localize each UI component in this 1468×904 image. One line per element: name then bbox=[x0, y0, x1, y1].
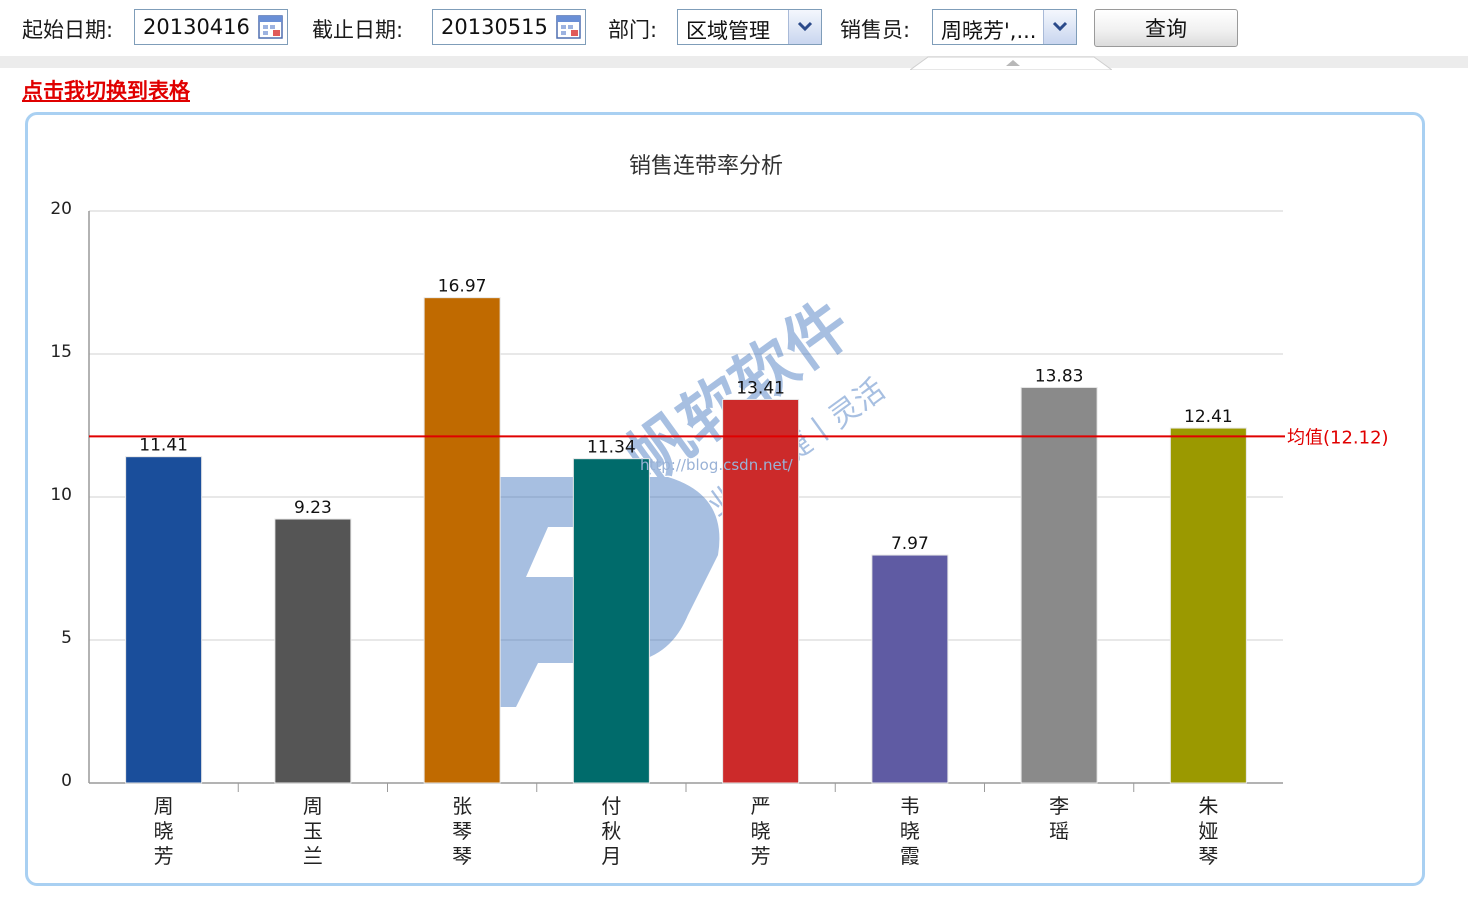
bar bbox=[1020, 386, 1098, 784]
average-line-label: 均值(12.12) bbox=[1287, 427, 1389, 448]
bar-value-label: 11.34 bbox=[587, 438, 636, 458]
bar bbox=[1169, 427, 1247, 784]
y-tick-label: 20 bbox=[50, 199, 72, 219]
query-button[interactable]: 查询 bbox=[1094, 9, 1238, 47]
x-tick-label: 李瑶 bbox=[1049, 794, 1069, 843]
bar-value-label: 13.83 bbox=[1035, 366, 1084, 386]
chart-title: 销售连带率分析 bbox=[629, 154, 783, 179]
collapse-arrow-icon bbox=[1006, 60, 1020, 66]
bar bbox=[423, 297, 501, 784]
bar bbox=[274, 518, 352, 784]
bar bbox=[722, 398, 800, 784]
chevron-down-icon bbox=[797, 21, 813, 32]
watermark-url: http://blog.csdn.net/ bbox=[640, 456, 794, 474]
bar-value-label: 13.41 bbox=[736, 378, 785, 398]
bar-value-label: 12.41 bbox=[1184, 407, 1233, 427]
bar bbox=[572, 458, 650, 784]
chart-panel: 销售连带率分析05101520帆软软件专业丨简捷丨灵活11.41周晓芳9.23周… bbox=[25, 112, 1425, 886]
toolbar-divider bbox=[0, 56, 1468, 68]
department-dropdown-button[interactable] bbox=[788, 10, 821, 44]
calendar-icon[interactable] bbox=[258, 13, 284, 41]
x-tick-label: 严晓芳 bbox=[751, 794, 771, 868]
y-tick-label: 5 bbox=[61, 628, 72, 648]
start-date-value: 20130416 bbox=[143, 15, 250, 39]
salesperson-value: 周晓芳',... bbox=[941, 19, 1037, 43]
x-tick-label: 付秋月 bbox=[601, 794, 621, 868]
x-tick-label: 韦晓霞 bbox=[900, 794, 920, 868]
switch-to-table-link[interactable]: 点击我切换到表格 bbox=[22, 79, 190, 103]
salesperson-dropdown-button[interactable] bbox=[1043, 10, 1076, 44]
y-tick-label: 0 bbox=[61, 771, 72, 791]
end-date-value: 20130515 bbox=[441, 15, 548, 39]
bar-value-label: 11.41 bbox=[139, 436, 188, 456]
end-date-label: 截止日期: bbox=[312, 18, 404, 42]
y-tick-label: 10 bbox=[50, 485, 72, 505]
bar-chart: 销售连带率分析05101520帆软软件专业丨简捷丨灵活11.41周晓芳9.23周… bbox=[50, 154, 1389, 868]
end-date-input[interactable]: 20130515 bbox=[432, 9, 586, 45]
x-tick-label: 朱娅琴 bbox=[1198, 794, 1218, 868]
bar-value-label: 7.97 bbox=[891, 534, 929, 554]
x-tick-label: 周玉兰 bbox=[303, 794, 323, 868]
salesperson-select[interactable]: 周晓芳',... bbox=[932, 9, 1077, 45]
bar bbox=[125, 456, 203, 784]
department-select[interactable]: 区域管理 bbox=[677, 9, 822, 45]
x-tick-label: 张琴琴 bbox=[452, 794, 472, 868]
department-value: 区域管理 bbox=[686, 19, 770, 43]
start-date-input[interactable]: 20130416 bbox=[134, 9, 288, 45]
query-toolbar: 起始日期: 20130416 截止日期: 20130515 部门: 区域管理 bbox=[0, 0, 1468, 56]
bar bbox=[871, 554, 949, 784]
bar-value-label: 9.23 bbox=[294, 498, 332, 518]
collapse-toolbar-handle[interactable] bbox=[910, 56, 1112, 70]
x-tick-label: 周晓芳 bbox=[154, 794, 174, 868]
bar-value-label: 16.97 bbox=[438, 277, 487, 297]
salesperson-label: 销售员: bbox=[840, 18, 911, 42]
calendar-icon[interactable] bbox=[556, 13, 582, 41]
department-label: 部门: bbox=[608, 18, 658, 42]
chevron-down-icon bbox=[1052, 21, 1068, 32]
start-date-label: 起始日期: bbox=[22, 18, 114, 42]
y-tick-label: 15 bbox=[50, 342, 72, 362]
